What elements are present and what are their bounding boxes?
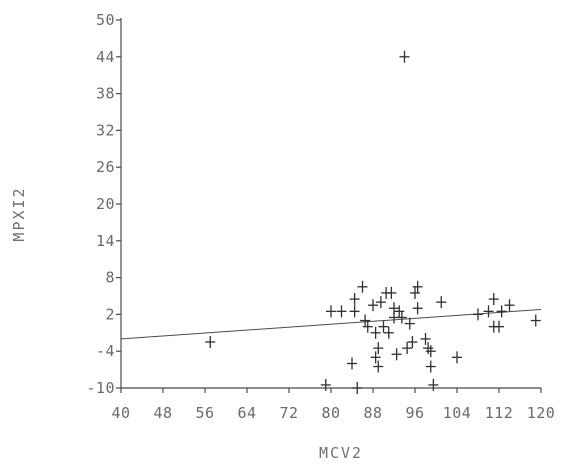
data-points [205, 50, 541, 394]
data-point [504, 299, 515, 312]
data-point [425, 360, 436, 373]
y-tick-label: -10 [86, 379, 115, 397]
data-point [452, 351, 462, 364]
y-tick-label: 14 [96, 232, 115, 250]
data-point [370, 326, 381, 339]
y-tick-label: 2 [105, 305, 115, 323]
axes [120, 18, 541, 389]
y-axis-title: MPXI2 [10, 186, 28, 241]
data-point [205, 336, 216, 348]
data-point [383, 326, 394, 339]
data-point [428, 378, 439, 391]
x-tick-label: 112 [485, 404, 514, 422]
data-point [488, 293, 499, 306]
data-point [391, 348, 402, 361]
data-point [394, 305, 405, 318]
data-point [378, 320, 389, 333]
x-tick-label: 88 [363, 404, 382, 422]
data-point [530, 314, 541, 327]
data-point [336, 305, 347, 318]
data-point [349, 305, 360, 318]
y-tick-label: 32 [96, 121, 115, 139]
data-point [373, 342, 384, 355]
data-point [347, 357, 357, 370]
data-point [370, 351, 381, 364]
data-point [357, 280, 368, 293]
data-point [412, 280, 423, 293]
data-point [396, 311, 407, 324]
x-tick-label: 72 [279, 404, 298, 422]
data-point [349, 293, 360, 306]
data-point [410, 286, 420, 299]
y-tick-label: 26 [96, 158, 115, 176]
data-point [399, 50, 410, 63]
x-axis-title: MCV2 [319, 444, 363, 462]
data-point [326, 305, 336, 318]
regression-line-group [120, 308, 542, 340]
data-point [473, 308, 483, 321]
data-point [407, 336, 418, 348]
x-axis-ticks: 40 48 56 64 72 80 88 96 104 112 120 [111, 388, 555, 422]
x-tick-label: 56 [195, 404, 214, 422]
y-axis-ticks: -10 -4 2 8 14 20 26 32 38 44 50 [86, 11, 121, 397]
data-point [423, 342, 434, 355]
data-point [425, 345, 436, 358]
x-tick-label: 104 [443, 404, 472, 422]
y-tick-label: 50 [96, 11, 115, 29]
regression-line [120, 308, 542, 340]
x-tick-label: 40 [111, 404, 130, 422]
y-tick-label: 8 [105, 269, 115, 287]
data-point [496, 305, 507, 318]
data-point [436, 296, 447, 309]
y-tick-label: 44 [96, 48, 115, 66]
data-point [389, 302, 399, 315]
x-tick-label: 48 [153, 404, 172, 422]
x-tick-label: 96 [405, 404, 424, 422]
data-point [362, 320, 373, 333]
data-point [352, 382, 363, 394]
data-point [412, 302, 423, 315]
x-tick-label: 64 [237, 404, 256, 422]
data-point [373, 360, 384, 373]
data-point [386, 286, 397, 299]
y-tick-label: 20 [96, 195, 115, 213]
data-point [360, 314, 371, 327]
x-tick-label: 80 [321, 404, 340, 422]
data-point [375, 296, 386, 309]
y-tick-label: 38 [96, 85, 115, 103]
x-tick-label: 120 [527, 404, 556, 422]
data-point [320, 378, 331, 391]
data-point [420, 332, 431, 345]
data-point [404, 317, 415, 330]
data-point [368, 299, 378, 312]
data-point [494, 320, 504, 333]
y-tick-label: -4 [96, 342, 115, 360]
data-point [402, 342, 413, 355]
data-point [483, 305, 494, 318]
